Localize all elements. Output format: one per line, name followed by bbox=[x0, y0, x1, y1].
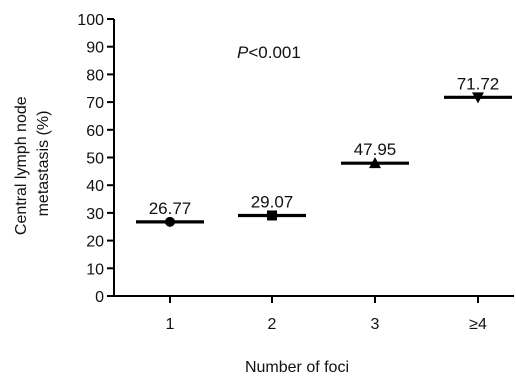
y-tick-label: 90 bbox=[86, 40, 104, 57]
y-axis-ticks: 0 10 20 30 40 50 60 70 80 90 100 bbox=[77, 12, 114, 306]
y-axis-label-line-1: Central lymph node bbox=[13, 96, 30, 235]
x-tick-label: 3 bbox=[371, 316, 380, 333]
y-tick-label: 70 bbox=[86, 95, 104, 112]
y-tick-label: 80 bbox=[86, 67, 104, 84]
y-tick-label: 10 bbox=[86, 261, 104, 278]
y-tick-label: 20 bbox=[86, 234, 104, 251]
x-axis-label: Number of foci bbox=[245, 359, 349, 376]
p-value-annotation: P<0.001 bbox=[237, 43, 301, 62]
y-tick-label: 50 bbox=[86, 151, 104, 168]
x-axis-ticks: 1 2 3 ≥4 bbox=[166, 296, 487, 333]
data-label: 71.72 bbox=[457, 74, 500, 93]
p-value-italic: P bbox=[237, 43, 249, 62]
y-tick-label: 100 bbox=[77, 12, 104, 29]
data-marks: 26.77 29.07 47.95 71.72 bbox=[136, 74, 512, 227]
data-label: 47.95 bbox=[354, 140, 397, 159]
square-marker bbox=[267, 210, 277, 221]
y-axis-label: Central lymph node metastasis (%) bbox=[13, 92, 52, 235]
x-tick-label: 1 bbox=[166, 316, 175, 333]
triangle-down-marker bbox=[472, 92, 484, 104]
x-tick-label: 2 bbox=[268, 316, 277, 333]
triangle-up-marker bbox=[369, 157, 381, 169]
data-label: 26.77 bbox=[149, 199, 192, 218]
circle-marker bbox=[165, 216, 175, 227]
y-tick-label: 40 bbox=[86, 178, 104, 195]
data-label: 29.07 bbox=[251, 192, 294, 211]
y-tick-label: 30 bbox=[86, 206, 104, 223]
x-tick-label: ≥4 bbox=[469, 316, 487, 333]
y-tick-label: 0 bbox=[95, 289, 104, 306]
y-tick-label: 60 bbox=[86, 123, 104, 140]
y-axis-label-line-2: metastasis (%) bbox=[35, 111, 52, 217]
p-value-rest: <0.001 bbox=[248, 43, 300, 62]
